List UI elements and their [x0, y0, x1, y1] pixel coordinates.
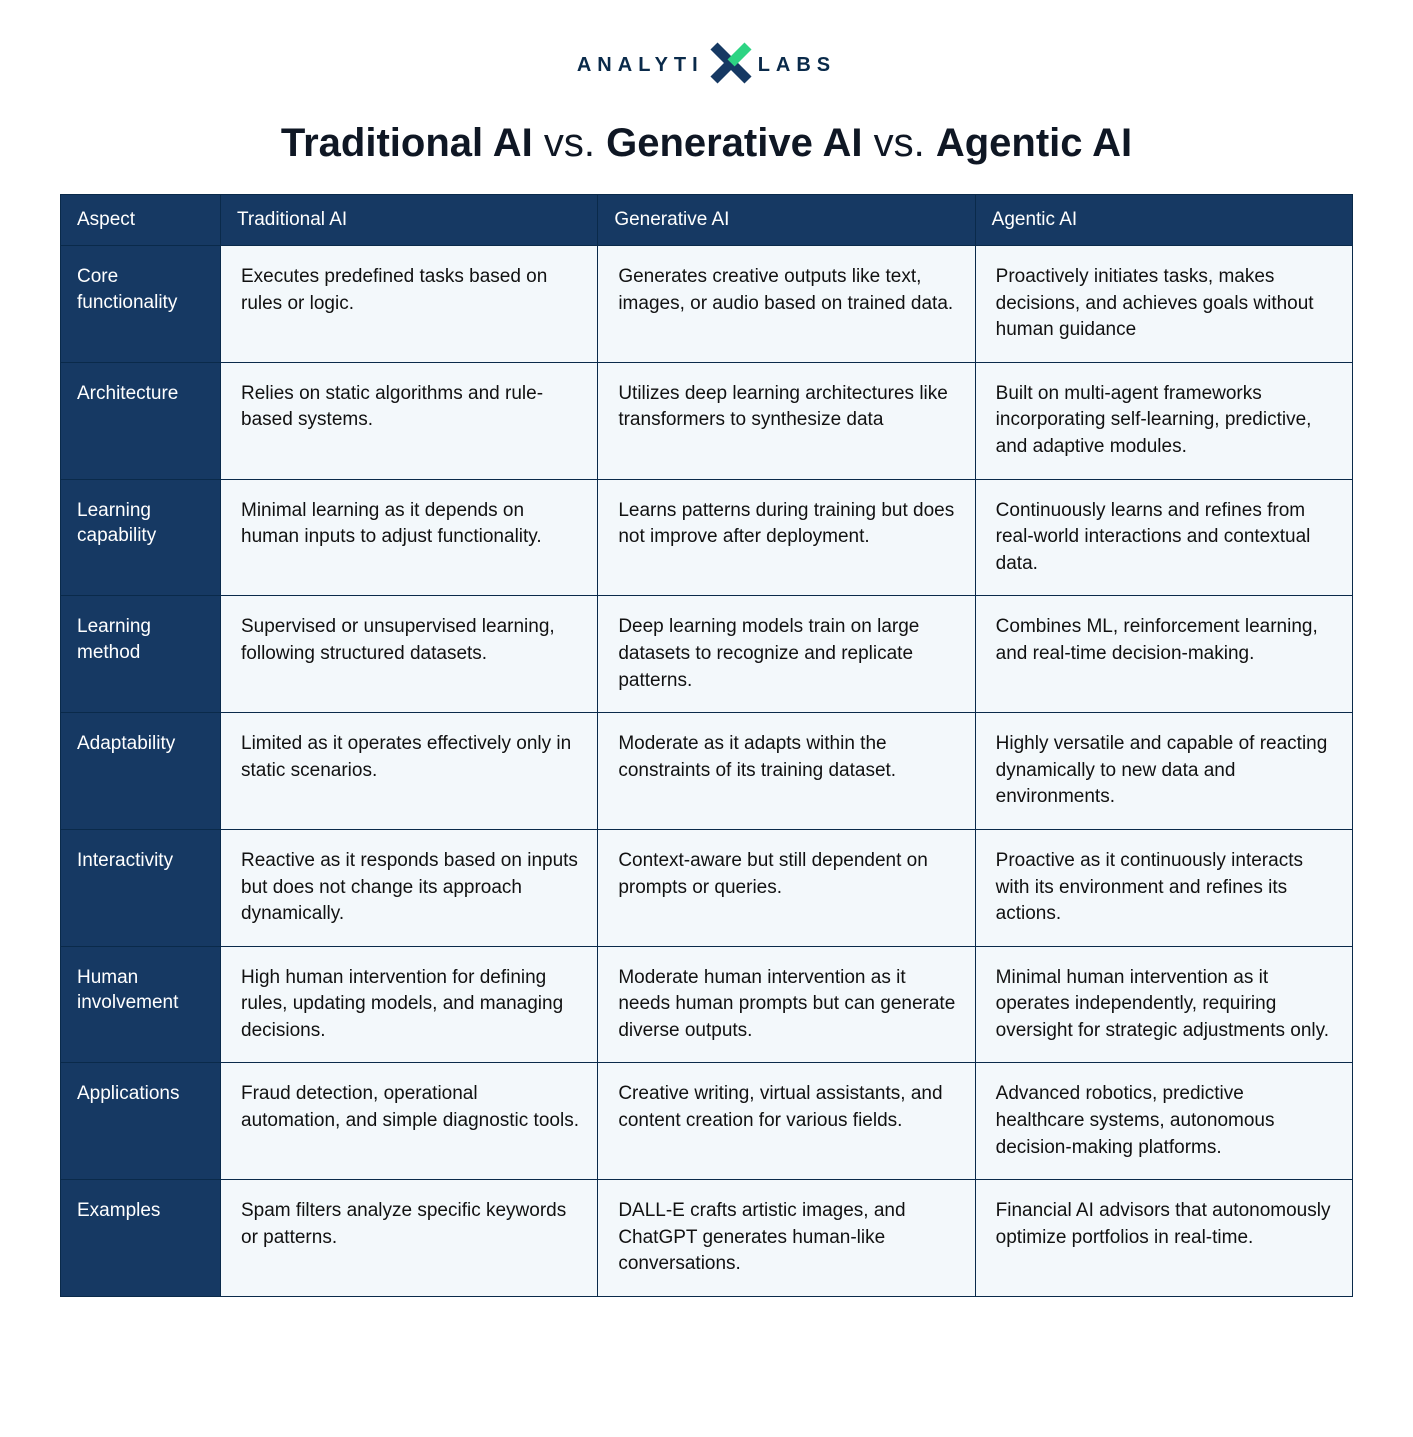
cell-traditional: Fraud detection, operational automation,… — [221, 1063, 598, 1180]
brand-left-text: ANALYTI — [577, 54, 704, 77]
table-header-row: Aspect Traditional AI Generative AI Agen… — [61, 195, 1353, 246]
cell-generative: Creative writing, virtual assistants, an… — [598, 1063, 975, 1180]
title-segment: vs. — [862, 121, 935, 165]
table-row: AdaptabilityLimited as it operates effec… — [61, 713, 1353, 830]
table-row: ApplicationsFraud detection, operational… — [61, 1063, 1353, 1180]
col-header-agentic: Agentic AI — [975, 195, 1352, 246]
cell-generative: Moderate as it adapts within the constra… — [598, 713, 975, 830]
cell-generative: Context-aware but still dependent on pro… — [598, 829, 975, 946]
table-row: Learning capabilityMinimal learning as i… — [61, 479, 1353, 596]
cell-traditional: Reactive as it responds based on inputs … — [221, 829, 598, 946]
cell-traditional: Supervised or unsupervised learning, fol… — [221, 596, 598, 713]
brand-right-text: LABS — [758, 54, 836, 77]
cell-traditional: Relies on static algorithms and rule-bas… — [221, 362, 598, 479]
cell-generative: Moderate human intervention as it needs … — [598, 946, 975, 1063]
table-row: Learning methodSupervised or unsupervise… — [61, 596, 1353, 713]
col-header-generative: Generative AI — [598, 195, 975, 246]
table-row: InteractivityReactive as it responds bas… — [61, 829, 1353, 946]
table-row: ExamplesSpam filters analyze specific ke… — [61, 1180, 1353, 1297]
cell-traditional: Spam filters analyze specific keywords o… — [221, 1180, 598, 1297]
cell-generative: Learns patterns during training but does… — [598, 479, 975, 596]
cell-traditional: High human intervention for defining rul… — [221, 946, 598, 1063]
table-row: Human involvementHigh human intervention… — [61, 946, 1353, 1063]
title-segment: Traditional AI — [281, 121, 533, 165]
cell-agentic: Built on multi-agent frameworks incorpor… — [975, 362, 1352, 479]
table-row: Core functionalityExecutes predefined ta… — [61, 246, 1353, 363]
brand-logo: ANALYTI LABS — [60, 40, 1353, 91]
col-header-aspect: Aspect — [61, 195, 221, 246]
row-aspect-label: Applications — [61, 1063, 221, 1180]
row-aspect-label: Adaptability — [61, 713, 221, 830]
cell-traditional: Minimal learning as it depends on human … — [221, 479, 598, 596]
page-title: Traditional AI vs. Generative AI vs. Age… — [60, 121, 1353, 166]
title-segment: Generative AI — [606, 121, 862, 165]
row-aspect-label: Human involvement — [61, 946, 221, 1063]
cell-agentic: Combines ML, reinforcement learning, and… — [975, 596, 1352, 713]
table-row: ArchitectureRelies on static algorithms … — [61, 362, 1353, 479]
row-aspect-label: Learning method — [61, 596, 221, 713]
row-aspect-label: Examples — [61, 1180, 221, 1297]
cell-generative: DALL-E crafts artistic images, and ChatG… — [598, 1180, 975, 1297]
col-header-traditional: Traditional AI — [221, 195, 598, 246]
row-aspect-label: Learning capability — [61, 479, 221, 596]
title-segment: Agentic AI — [936, 121, 1132, 165]
cell-agentic: Financial AI advisors that autonomously … — [975, 1180, 1352, 1297]
cell-agentic: Proactively initiates tasks, makes decis… — [975, 246, 1352, 363]
cell-agentic: Minimal human intervention as it operate… — [975, 946, 1352, 1063]
row-aspect-label: Architecture — [61, 362, 221, 479]
title-segment: vs. — [533, 121, 606, 165]
row-aspect-label: Core functionality — [61, 246, 221, 363]
cell-agentic: Advanced robotics, predictive healthcare… — [975, 1063, 1352, 1180]
brand-x-icon — [708, 40, 754, 91]
cell-generative: Generates creative outputs like text, im… — [598, 246, 975, 363]
cell-agentic: Continuously learns and refines from rea… — [975, 479, 1352, 596]
cell-agentic: Proactive as it continuously interacts w… — [975, 829, 1352, 946]
cell-traditional: Executes predefined tasks based on rules… — [221, 246, 598, 363]
cell-traditional: Limited as it operates effectively only … — [221, 713, 598, 830]
cell-generative: Deep learning models train on large data… — [598, 596, 975, 713]
cell-generative: Utilizes deep learning architectures lik… — [598, 362, 975, 479]
comparison-table: Aspect Traditional AI Generative AI Agen… — [60, 194, 1353, 1297]
cell-agentic: Highly versatile and capable of reacting… — [975, 713, 1352, 830]
row-aspect-label: Interactivity — [61, 829, 221, 946]
